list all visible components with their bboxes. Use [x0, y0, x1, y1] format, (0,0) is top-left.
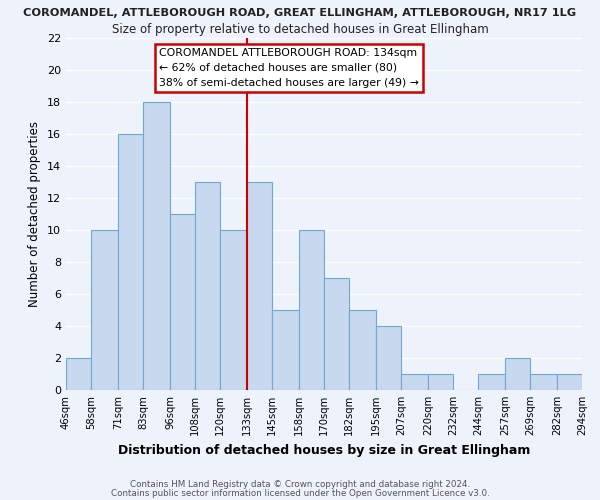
Bar — [195, 182, 220, 390]
Bar — [143, 102, 170, 390]
Bar — [349, 310, 376, 390]
Bar — [376, 326, 401, 390]
Y-axis label: Number of detached properties: Number of detached properties — [28, 120, 41, 306]
Bar — [91, 230, 118, 390]
Bar — [118, 134, 143, 390]
Bar — [505, 358, 530, 390]
Bar — [401, 374, 428, 390]
Bar — [428, 374, 453, 390]
Bar — [478, 374, 505, 390]
Bar — [247, 182, 272, 390]
Bar — [66, 358, 91, 390]
Bar — [170, 214, 195, 390]
Text: Contains public sector information licensed under the Open Government Licence v3: Contains public sector information licen… — [110, 488, 490, 498]
Bar — [557, 374, 582, 390]
Text: COROMANDEL, ATTLEBOROUGH ROAD, GREAT ELLINGHAM, ATTLEBOROUGH, NR17 1LG: COROMANDEL, ATTLEBOROUGH ROAD, GREAT ELL… — [23, 8, 577, 18]
Text: Contains HM Land Registry data © Crown copyright and database right 2024.: Contains HM Land Registry data © Crown c… — [130, 480, 470, 489]
X-axis label: Distribution of detached houses by size in Great Ellingham: Distribution of detached houses by size … — [118, 444, 530, 456]
Bar — [220, 230, 247, 390]
Text: COROMANDEL ATTLEBOROUGH ROAD: 134sqm
← 62% of detached houses are smaller (80)
3: COROMANDEL ATTLEBOROUGH ROAD: 134sqm ← 6… — [159, 48, 419, 88]
Bar — [299, 230, 324, 390]
Bar — [530, 374, 557, 390]
Bar — [324, 278, 349, 390]
Text: Size of property relative to detached houses in Great Ellingham: Size of property relative to detached ho… — [112, 22, 488, 36]
Bar — [272, 310, 299, 390]
